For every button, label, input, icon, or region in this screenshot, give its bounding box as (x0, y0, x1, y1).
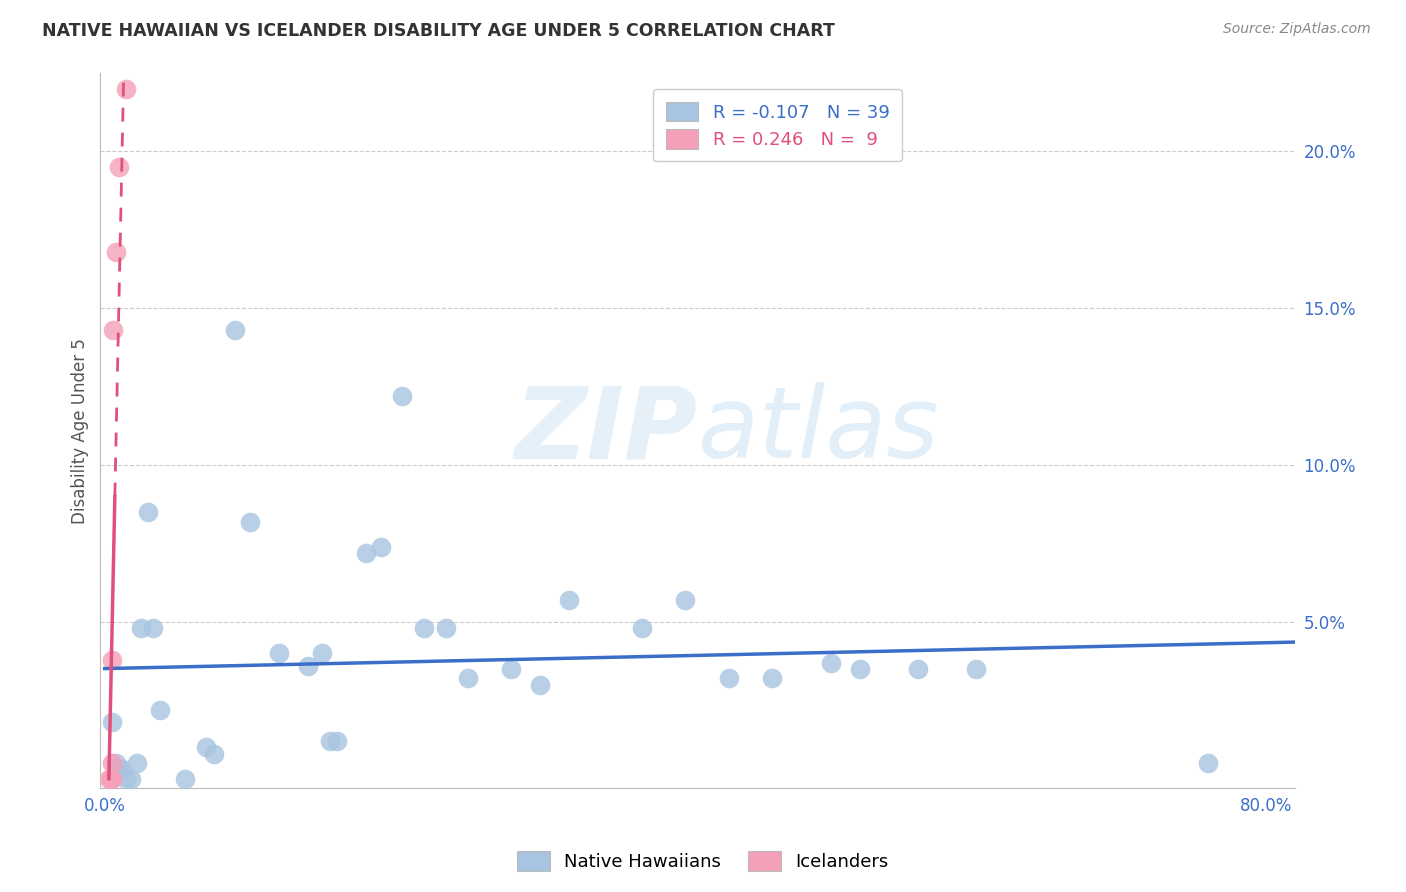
Text: ZIP: ZIP (515, 382, 697, 479)
Point (457, 672, 479, 686)
Point (100, 772, 122, 786)
Point (965, 662, 987, 676)
Point (673, 593, 696, 607)
Point (529, 678, 551, 692)
Point (202, 747, 225, 761)
Text: atlas: atlas (697, 382, 939, 479)
Point (267, 646, 290, 660)
Point (142, 621, 165, 635)
Legend: Native Hawaiians, Icelanders: Native Hawaiians, Icelanders (510, 844, 896, 879)
Point (101, 756, 124, 771)
Point (848, 662, 870, 676)
Point (101, 772, 124, 786)
Point (101, 715, 124, 730)
Point (173, 772, 195, 786)
Point (630, 621, 652, 635)
Point (136, 505, 159, 519)
Point (1197, 756, 1219, 771)
Y-axis label: Disability Age Under 5: Disability Age Under 5 (72, 338, 89, 524)
Point (103, 323, 125, 337)
Point (558, 593, 581, 607)
Text: Source: ZipAtlas.com: Source: ZipAtlas.com (1223, 22, 1371, 37)
Point (195, 740, 218, 755)
Point (98, 772, 121, 786)
Point (297, 659, 319, 673)
Point (501, 662, 523, 676)
Point (111, 763, 134, 777)
Point (115, 81, 138, 95)
Point (239, 515, 262, 529)
Point (413, 621, 436, 635)
Point (761, 672, 783, 686)
Point (105, 244, 128, 259)
Point (318, 734, 340, 748)
Point (391, 389, 413, 403)
Point (125, 756, 148, 771)
Point (108, 763, 131, 777)
Point (326, 734, 349, 748)
Point (717, 672, 740, 686)
Text: NATIVE HAWAIIAN VS ICELANDER DISABILITY AGE UNDER 5 CORRELATION CHART: NATIVE HAWAIIAN VS ICELANDER DISABILITY … (42, 22, 835, 40)
Point (129, 621, 152, 635)
Legend: R = -0.107   N = 39, R = 0.246   N =  9: R = -0.107 N = 39, R = 0.246 N = 9 (652, 89, 903, 161)
Point (354, 546, 377, 560)
Point (434, 621, 457, 635)
Point (149, 703, 172, 717)
Point (907, 662, 929, 676)
Point (115, 772, 138, 786)
Point (108, 160, 131, 174)
Point (820, 656, 842, 670)
Point (105, 756, 128, 771)
Point (120, 772, 142, 786)
Point (224, 323, 246, 337)
Point (101, 652, 124, 666)
Point (311, 646, 333, 660)
Point (370, 540, 392, 554)
